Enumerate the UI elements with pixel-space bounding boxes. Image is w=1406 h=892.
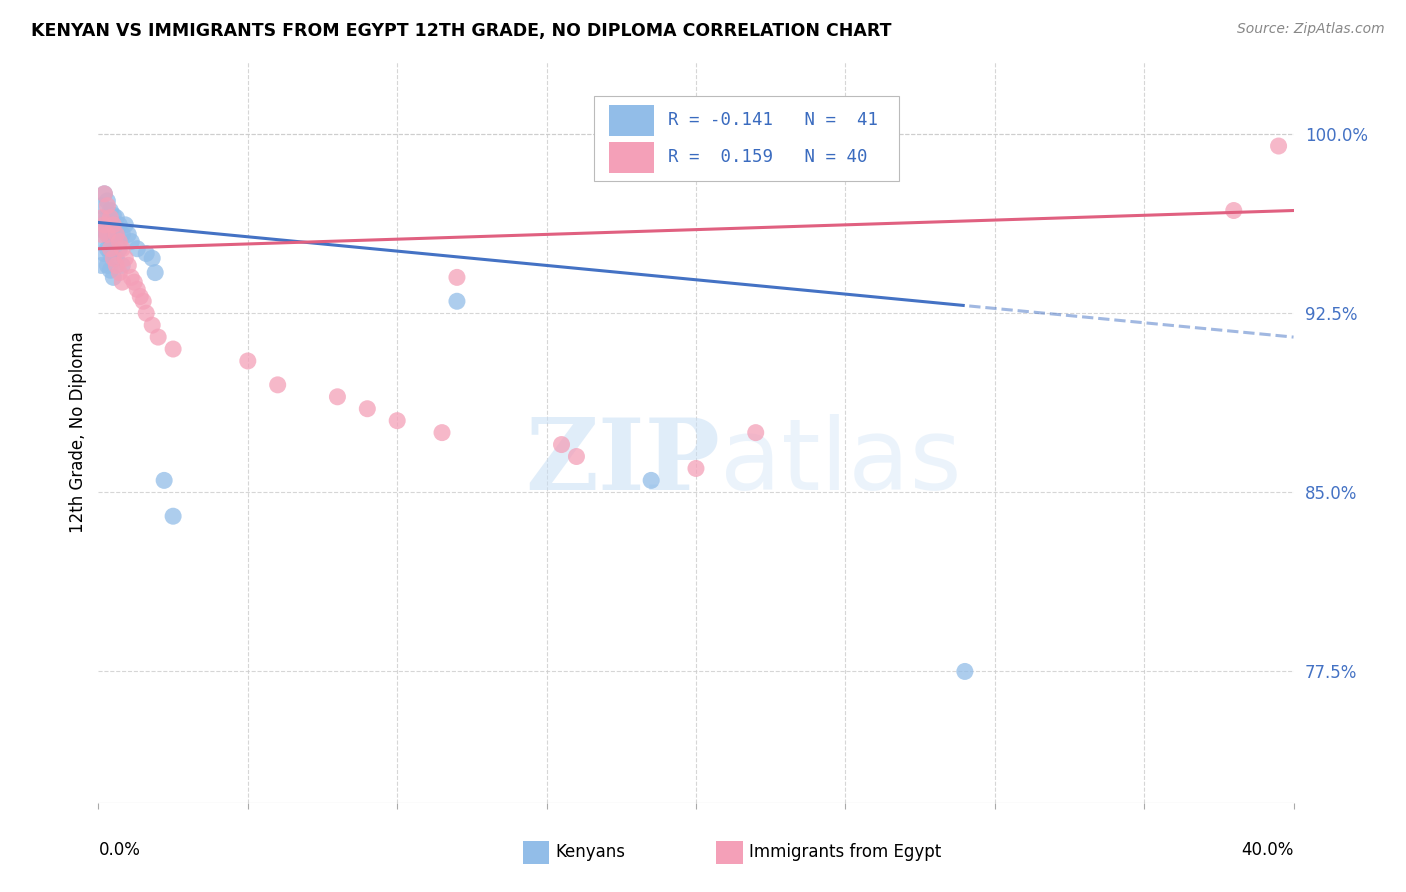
Point [108, 266, 131, 280]
Point [162, 342, 184, 356]
Point [111, 227, 134, 242]
Point [96, 227, 118, 242]
Point [127, 242, 149, 256]
Point [153, 474, 176, 488]
Point [90, 199, 112, 213]
Point [108, 218, 131, 232]
Point [90, 222, 112, 236]
Point [90, 259, 112, 273]
FancyBboxPatch shape [716, 841, 742, 863]
Text: 0.0%: 0.0% [98, 841, 141, 859]
Point [114, 218, 136, 232]
Point [105, 227, 128, 242]
Point [117, 259, 139, 273]
Point [90, 227, 112, 242]
Text: ZIP: ZIP [524, 414, 720, 511]
Point [103, 252, 125, 266]
Point [114, 252, 136, 266]
Point [98, 246, 122, 260]
Point [143, 266, 166, 280]
Point [1223, 203, 1246, 218]
Point [132, 294, 155, 309]
Point [96, 194, 118, 208]
Point [96, 227, 118, 242]
Point [111, 242, 134, 256]
Point [385, 414, 409, 428]
Y-axis label: 12th Grade, No Diploma: 12th Grade, No Diploma [69, 332, 87, 533]
Point [141, 318, 163, 333]
Point [565, 450, 588, 464]
Point [98, 263, 122, 277]
Point [96, 259, 118, 273]
Point [103, 227, 125, 242]
Point [98, 242, 122, 256]
Point [108, 235, 131, 249]
Text: KENYAN VS IMMIGRANTS FROM EGYPT 12TH GRADE, NO DIPLOMA CORRELATION CHART: KENYAN VS IMMIGRANTS FROM EGYPT 12TH GRA… [31, 22, 891, 40]
Point [93, 211, 115, 225]
Point [98, 218, 122, 232]
Point [141, 252, 163, 266]
Text: R =  0.159   N = 40: R = 0.159 N = 40 [668, 148, 868, 166]
Point [103, 270, 125, 285]
Point [550, 437, 572, 451]
Point [108, 242, 131, 256]
Text: atlas: atlas [720, 414, 962, 511]
FancyBboxPatch shape [523, 841, 548, 863]
Point [267, 377, 290, 392]
Point [162, 509, 184, 524]
FancyBboxPatch shape [609, 105, 654, 136]
Point [120, 270, 142, 285]
Point [111, 275, 134, 289]
Point [356, 401, 378, 416]
Point [640, 474, 662, 488]
Text: Source: ZipAtlas.com: Source: ZipAtlas.com [1237, 22, 1385, 37]
Text: 40.0%: 40.0% [1241, 841, 1294, 859]
FancyBboxPatch shape [595, 95, 900, 181]
Point [685, 461, 707, 475]
Point [745, 425, 768, 440]
Point [103, 218, 125, 232]
Point [129, 289, 152, 303]
Text: Immigrants from Egypt: Immigrants from Egypt [748, 844, 941, 862]
Point [93, 218, 115, 232]
Point [90, 211, 112, 225]
Point [103, 208, 125, 222]
Point [446, 270, 468, 285]
Point [93, 222, 115, 236]
Point [96, 211, 118, 225]
Point [953, 665, 976, 679]
Text: R = -0.141   N =  41: R = -0.141 N = 41 [668, 112, 879, 129]
Point [124, 275, 146, 289]
Point [105, 252, 128, 266]
Point [93, 246, 115, 260]
Point [1267, 139, 1289, 153]
Point [326, 390, 349, 404]
Point [93, 186, 115, 201]
Point [98, 211, 122, 225]
Point [93, 186, 115, 201]
Point [103, 242, 125, 256]
Point [135, 246, 157, 260]
Point [98, 232, 122, 246]
Text: Kenyans: Kenyans [555, 844, 624, 862]
Point [98, 203, 122, 218]
Point [105, 227, 128, 242]
Point [148, 330, 170, 344]
Point [111, 259, 134, 273]
Point [430, 425, 453, 440]
Point [105, 211, 128, 225]
Point [446, 294, 468, 309]
Point [135, 306, 157, 320]
Point [127, 282, 149, 296]
Point [236, 354, 259, 368]
Point [117, 227, 139, 242]
Point [120, 235, 142, 249]
Point [96, 242, 118, 256]
Point [90, 235, 112, 249]
Point [105, 259, 128, 273]
Point [96, 199, 118, 213]
FancyBboxPatch shape [609, 143, 654, 173]
